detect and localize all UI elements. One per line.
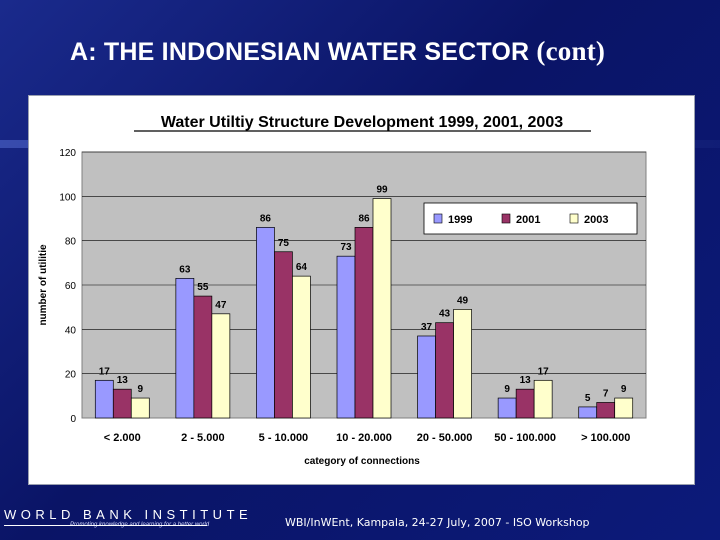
data-label: 63 — [179, 264, 191, 275]
world-bank-institute-logo: WORLD BANK INSTITUTE Promoting knowledge… — [4, 507, 252, 528]
y-tick-label: 40 — [65, 325, 77, 336]
data-label: 9 — [138, 384, 144, 395]
bar-2001 — [515, 388, 535, 419]
bar-2003 — [211, 313, 231, 419]
data-label: 64 — [296, 262, 308, 273]
data-label: 7 — [603, 388, 609, 399]
x-tick-label: > 100.000 — [581, 432, 630, 444]
x-tick-label: < 2.000 — [104, 432, 141, 444]
y-axis-label: number of utilitie — [38, 244, 49, 326]
bar-2001 — [596, 402, 616, 419]
x-tick-label: 20 - 50.000 — [417, 432, 473, 444]
legend-swatch — [569, 213, 579, 224]
legend-box — [423, 202, 638, 235]
data-label: 86 — [358, 213, 370, 224]
bar-2001 — [112, 388, 132, 419]
bar-2003 — [292, 275, 311, 419]
y-tick-label: 120 — [59, 148, 76, 159]
data-label: 73 — [340, 242, 352, 253]
x-tick-label: 5 - 10.000 — [259, 432, 309, 444]
bar-1999 — [256, 227, 275, 419]
bar-1999 — [497, 397, 517, 419]
slide-title-main: A: THE INDONESIAN WATER SECTOR — [70, 38, 530, 66]
bar-2003 — [614, 397, 634, 419]
x-tick-label: 10 - 20.000 — [336, 432, 392, 444]
x-tick-label: 50 - 100.000 — [494, 432, 556, 444]
legend-label: 2001 — [516, 214, 540, 226]
legend-label: 1999 — [448, 214, 472, 226]
bar-1999 — [336, 255, 356, 419]
y-tick-label: 20 — [65, 370, 77, 381]
y-tick-label: 0 — [70, 414, 76, 425]
slide-title-suffix: (cont) — [536, 36, 606, 66]
bar-2001 — [435, 322, 454, 419]
bar-1999 — [578, 406, 598, 419]
bar-1999 — [175, 278, 195, 419]
x-tick-label: 2 - 5.000 — [181, 432, 224, 444]
legend-swatch — [433, 213, 443, 224]
footer-caption: WBI/InWEnt, Kampala, 24-27 July, 2007 - … — [285, 516, 590, 529]
data-label: 9 — [621, 384, 627, 395]
legend-label: 2003 — [584, 214, 608, 226]
bar-2003 — [372, 198, 392, 419]
slide-title: A: THE INDONESIAN WATER SECTOR (cont) — [70, 36, 700, 67]
data-label: 55 — [197, 282, 209, 293]
chart-container: Water Utiltiy Structure Development 1999… — [28, 95, 695, 485]
bar-1999 — [417, 335, 436, 419]
data-label: 17 — [99, 366, 111, 377]
x-axis-label: category of connections — [304, 456, 420, 467]
bar-2003 — [533, 379, 553, 419]
data-label: 99 — [376, 185, 388, 196]
bar-2001 — [193, 295, 213, 419]
data-label: 43 — [439, 309, 451, 320]
y-tick-label: 100 — [59, 192, 76, 203]
y-tick-label: 60 — [65, 281, 77, 292]
data-label: 13 — [520, 375, 532, 386]
data-label: 5 — [585, 393, 591, 404]
y-tick-label: 80 — [65, 237, 77, 248]
bar-2003 — [130, 397, 150, 419]
legend-swatch — [501, 213, 511, 224]
data-label: 86 — [260, 213, 272, 224]
data-label: 13 — [117, 375, 129, 386]
bar-2003 — [453, 309, 472, 419]
logo-name: WORLD BANK INSTITUTE — [4, 507, 253, 522]
bar-2001 — [274, 251, 293, 419]
data-label: 49 — [457, 295, 469, 306]
bar-1999 — [94, 379, 114, 419]
chart-title: Water Utiltiy Structure Development 1999… — [161, 114, 563, 131]
bar-chart: Water Utiltiy Structure Development 1999… — [38, 114, 647, 467]
logo-rule — [4, 525, 207, 526]
data-label: 17 — [538, 366, 550, 377]
data-label: 75 — [278, 238, 290, 249]
data-label: 47 — [215, 300, 227, 311]
bar-2001 — [354, 227, 374, 419]
data-label: 37 — [421, 322, 433, 333]
data-label: 9 — [504, 384, 510, 395]
